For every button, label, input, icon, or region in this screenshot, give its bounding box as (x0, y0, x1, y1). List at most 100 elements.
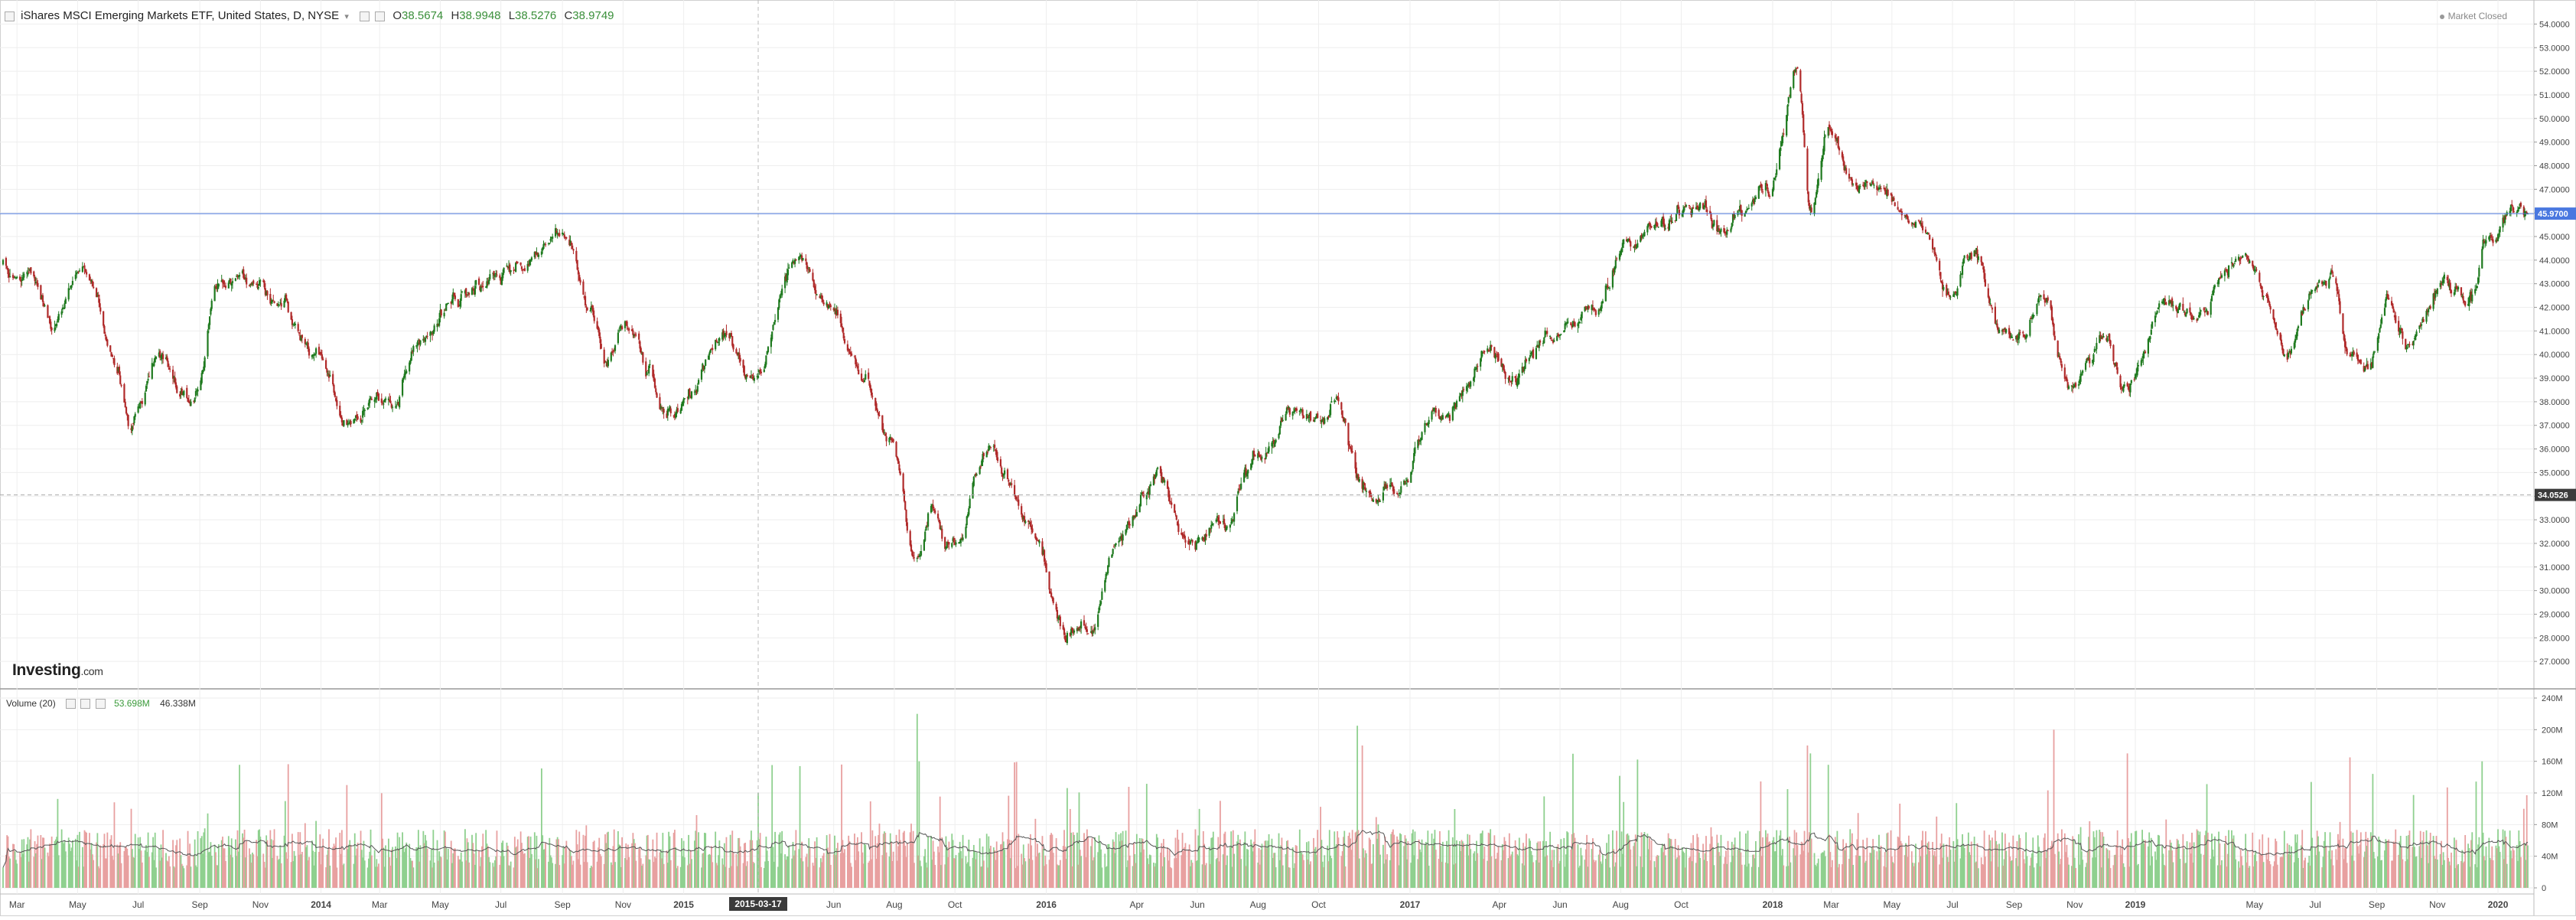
volume-bar (2047, 791, 2049, 888)
candle-body (1150, 484, 1151, 486)
volume-bar (900, 840, 901, 888)
candle-body (675, 413, 676, 418)
candle-body (125, 402, 126, 407)
candle-body (272, 300, 274, 301)
candle-body (1870, 184, 1871, 186)
volume-bar (1262, 843, 1263, 888)
volume-bar (503, 856, 505, 888)
candle-body (1959, 275, 1961, 287)
price-tick-label: 38.0000 (2539, 398, 2570, 407)
candle-body (751, 375, 753, 376)
candle-body (1971, 253, 1972, 259)
candle-body (1762, 191, 1763, 192)
volume-bar (1985, 856, 1986, 888)
candle-body (1988, 289, 1989, 298)
volume-bar (865, 845, 866, 888)
candle-body (632, 331, 633, 335)
volume-bar (441, 857, 442, 888)
candle-body (670, 409, 672, 413)
volume-bar (2200, 854, 2202, 888)
volume-bar (121, 863, 122, 888)
candle-body (953, 538, 955, 542)
candle-body (587, 308, 588, 311)
candle-body (357, 416, 359, 419)
volume-bar (1832, 860, 1833, 888)
volume-bar (99, 846, 101, 888)
volume-bar (1254, 830, 1255, 888)
candle-body (1908, 220, 1910, 223)
volume-tick-label: 0 (2542, 884, 2546, 893)
time-tick-label: 2019 (2125, 899, 2146, 910)
candle-body (1767, 188, 1768, 191)
candle-body (77, 272, 78, 273)
candle-body (1550, 337, 1552, 339)
volume-bar (281, 863, 282, 888)
candle-body (495, 273, 497, 274)
candle-body (594, 315, 595, 321)
candle-body (72, 281, 73, 285)
volume-bar (1894, 850, 1896, 888)
candle-body (2011, 337, 2013, 338)
volume-bar (197, 831, 199, 888)
candle-body (1709, 211, 1711, 214)
volume-bar (239, 765, 240, 888)
candle-body (209, 316, 210, 325)
volume-bar (2402, 860, 2403, 888)
volume-bar (2158, 836, 2160, 888)
candle-body (1570, 322, 1571, 325)
volume-bar (781, 831, 783, 888)
time-tick-label: 2016 (1036, 899, 1057, 910)
volume-bar (2284, 831, 2285, 888)
candle-body (1136, 512, 1138, 517)
candle-body (893, 439, 894, 442)
volume-bar (2235, 860, 2236, 888)
candle-body (2079, 374, 2081, 382)
candle-body (1922, 226, 1923, 230)
candle-body (1038, 541, 1040, 543)
candle-body (960, 539, 962, 543)
candle-body (900, 471, 901, 475)
candle-body (461, 294, 462, 301)
candle-body (642, 352, 643, 363)
volume-bar (2117, 830, 2118, 888)
candle-body (997, 457, 998, 461)
candle-body (1968, 259, 1969, 260)
volume-bar (176, 840, 177, 888)
candle-body (1783, 133, 1784, 134)
candle-body (1268, 446, 1269, 452)
candle-body (1094, 628, 1096, 631)
candle-body (1985, 279, 1986, 286)
candle-body (531, 257, 532, 260)
candle-body (458, 299, 459, 307)
volume-bar (747, 861, 748, 888)
candle-body (1650, 226, 1652, 227)
volume-bar (2506, 864, 2508, 888)
candle-body (1271, 442, 1272, 446)
volume-bar (1602, 854, 1604, 888)
volume-bar (2416, 856, 2418, 888)
candle-body (1539, 341, 1541, 342)
candle-body (656, 393, 657, 398)
volume-bar (1220, 801, 1221, 888)
time-tick-label: Mar (372, 899, 388, 910)
candle-body (1299, 410, 1301, 412)
candle-body (51, 328, 53, 330)
candle-body (598, 329, 600, 336)
candle-body (1340, 403, 1342, 409)
candle-body (30, 267, 31, 273)
volume-tick-label: 80M (2542, 820, 2558, 830)
volume-bar (1122, 831, 1124, 888)
candle-body (1887, 190, 1889, 195)
volume-bar (524, 853, 526, 888)
volume-bar (350, 845, 352, 888)
volume-bar (2034, 867, 2035, 888)
volume-bar (2263, 862, 2265, 888)
candle-body (2082, 370, 2083, 373)
candle-body (259, 280, 261, 281)
candle-body (314, 354, 316, 355)
candle-body (1773, 181, 1774, 190)
volume-bar (545, 843, 546, 888)
volume-bar (684, 857, 686, 888)
